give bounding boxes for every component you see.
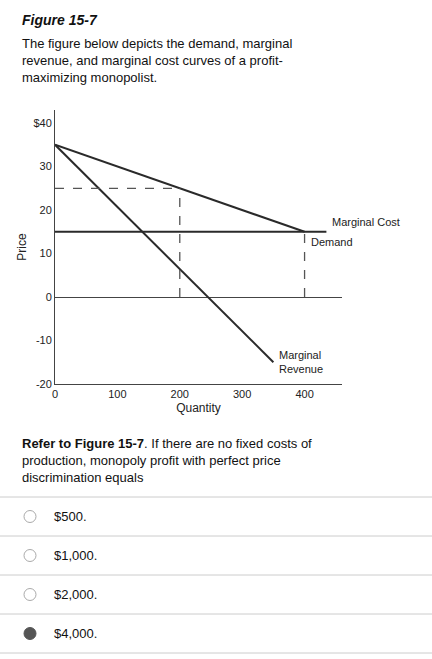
svg-text:The figure below depicts the d: The figure below depicts the demand, mar… xyxy=(22,36,292,85)
svg-text:$1,000.: $1,000. xyxy=(54,548,97,563)
svg-text:0: 0 xyxy=(46,291,52,303)
svg-text:Quantity: Quantity xyxy=(176,401,221,415)
svg-text:Refer to Figure 15-7. If there: Refer to Figure 15-7. If there are no fi… xyxy=(22,436,312,485)
svg-text:Marginal Cost: Marginal Cost xyxy=(332,216,400,228)
svg-text:10: 10 xyxy=(40,247,52,259)
svg-text:-20: -20 xyxy=(36,378,52,390)
svg-text:20: 20 xyxy=(40,204,52,216)
svg-text:400: 400 xyxy=(295,388,313,400)
svg-text:$40: $40 xyxy=(33,117,51,129)
svg-text:$500.: $500. xyxy=(54,509,87,524)
svg-text:200: 200 xyxy=(171,388,189,400)
svg-text:-10: -10 xyxy=(36,334,52,346)
svg-text:Demand: Demand xyxy=(311,236,353,248)
svg-text:Price: Price xyxy=(15,233,29,261)
svg-text:100: 100 xyxy=(108,388,126,400)
svg-text:300: 300 xyxy=(233,388,251,400)
svg-text:$2,000.: $2,000. xyxy=(54,587,97,602)
svg-text:30: 30 xyxy=(40,160,52,172)
svg-text:$4,000.: $4,000. xyxy=(54,626,97,641)
svg-text:Figure 15-7: Figure 15-7 xyxy=(22,12,98,28)
svg-text:0: 0 xyxy=(52,388,58,400)
svg-text:MarginalRevenue: MarginalRevenue xyxy=(279,349,323,375)
